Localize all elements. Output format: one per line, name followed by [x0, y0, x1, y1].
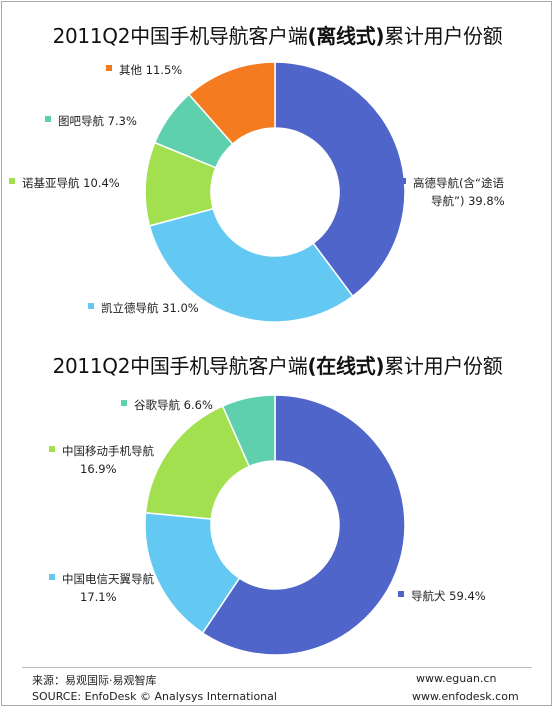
slice-label-1-3-0: 谷歌导航 6.6%: [134, 398, 213, 412]
legend-marker-1-2: [49, 446, 55, 452]
legend-marker-0-0: [400, 178, 406, 184]
slice-label-0-0-1: 导航”) 39.8%: [431, 194, 505, 208]
donut-slice-0-0: [274, 61, 406, 298]
slice-value-1-1: 17.1%: [80, 590, 117, 604]
chart-title-offline: 2011Q2中国手机导航客户端(离线式)累计用户份额: [52, 24, 503, 48]
slice-label-0-2-0: 诺基亚导航 10.4%: [22, 176, 120, 190]
footer-divider: [22, 667, 532, 668]
legend-marker-0-1: [88, 303, 94, 309]
donut-slice-1-3: [221, 394, 276, 468]
legend-marker-0-2: [9, 178, 15, 184]
slice-label-0-3-0: 图吧导航 7.3%: [58, 114, 137, 128]
legend-marker-1-0: [398, 591, 404, 597]
slice-label-0-1-0: 凯立德导航 31.0%: [101, 301, 199, 315]
donut-slice-1-0: [201, 394, 406, 656]
slice-label-0-0-0: 高德导航(含“途语: [413, 176, 504, 190]
slice-label-1-0-0: 导航犬 59.4%: [411, 589, 486, 603]
legend-marker-0-4: [106, 65, 112, 71]
site-enfodesk: www.enfodesk.com: [412, 690, 519, 703]
slice-label-1-1-0: 中国电信天翼导航: [62, 572, 154, 586]
site-eguan: www.eguan.cn: [416, 672, 497, 685]
donut-slice-0-1: [148, 207, 354, 323]
donut-slice-0-4: [187, 61, 276, 146]
source-en: SOURCE: EnfoDesk © Analysys Internationa…: [32, 690, 277, 703]
slice-value-1-2: 16.9%: [80, 462, 117, 476]
legend-marker-1-1: [49, 574, 55, 580]
legend-marker-0-3: [45, 116, 51, 122]
chart-title-online: 2011Q2中国手机导航客户端(在线式)累计用户份额: [52, 354, 503, 378]
slice-label-1-2-0: 中国移动手机导航: [62, 444, 154, 458]
legend-marker-1-3: [121, 400, 127, 406]
slice-label-0-4-0: 其他 11.5%: [119, 63, 182, 77]
source-cn: 来源：易观国际·易观智库: [32, 674, 157, 687]
